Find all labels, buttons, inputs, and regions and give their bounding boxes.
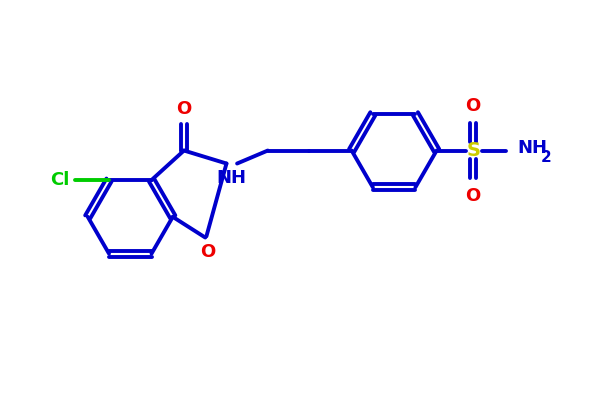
Text: NH: NH [216, 169, 246, 187]
Text: Cl: Cl [50, 171, 69, 189]
Text: O: O [176, 100, 192, 118]
Text: NH: NH [518, 139, 547, 157]
Text: O: O [466, 187, 481, 205]
Text: O: O [466, 97, 481, 115]
Text: S: S [466, 141, 480, 160]
Text: O: O [201, 243, 216, 261]
Text: 2: 2 [541, 150, 552, 165]
